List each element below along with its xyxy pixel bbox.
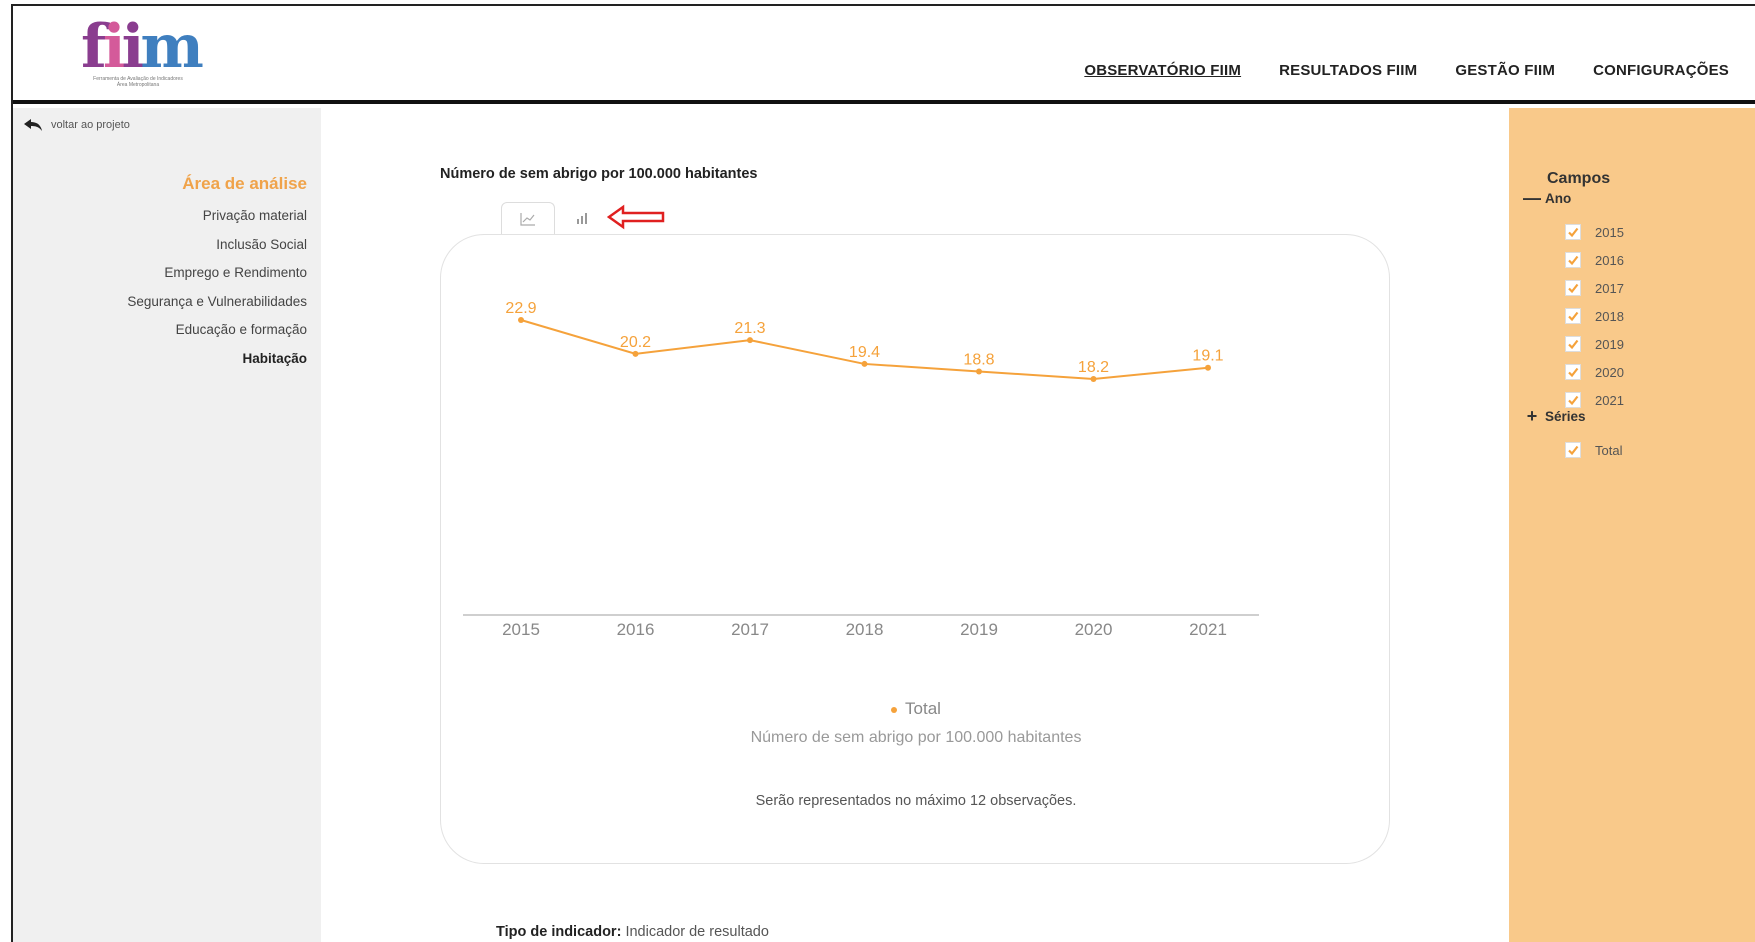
checkbox-checked-icon[interactable] (1565, 364, 1581, 380)
sidebar-item-inclusao[interactable]: Inclusão Social (216, 236, 307, 252)
back-link-label: voltar ao projeto (51, 119, 130, 131)
back-arrow-icon (24, 119, 42, 131)
data-point[interactable] (1090, 376, 1097, 382)
chart-title: Número de sem abrigo por 100.000 habitan… (440, 166, 758, 182)
header: fiim Ferramenta de Avaliação de Indicado… (13, 6, 1755, 104)
series-checklist: Total (1565, 436, 1622, 464)
indicator-type-value: Indicador de resultado (625, 924, 769, 940)
legend-label: Total (905, 699, 941, 718)
data-label: 21.3 (734, 320, 765, 337)
group-ano-toggle[interactable]: — Ano (1523, 188, 1571, 209)
chart-legend[interactable]: Total (441, 699, 1391, 719)
chart-caption: Número de sem abrigo por 100.000 habitan… (750, 729, 1082, 746)
checkbox-ano-2016[interactable]: 2016 (1565, 246, 1624, 274)
sidebar-item-emprego[interactable]: Emprego e Rendimento (164, 265, 307, 280)
group-series-label: Séries (1545, 409, 1586, 424)
data-point[interactable] (861, 360, 868, 367)
data-label: 19.1 (1192, 348, 1223, 365)
main-content: Número de sem abrigo por 100.000 habitan… (321, 108, 1509, 942)
data-point[interactable] (747, 337, 753, 344)
checkbox-ano-2019[interactable]: 2019 (1565, 330, 1624, 358)
group-ano-label: Ano (1545, 191, 1572, 206)
x-tick-label: 2020 (1075, 620, 1113, 639)
data-point[interactable] (632, 350, 639, 357)
area-menu: Privação material Inclusão Social Empreg… (127, 206, 307, 377)
data-point[interactable] (518, 317, 524, 323)
checkbox-checked-icon[interactable] (1565, 336, 1581, 352)
bar-chart-icon (577, 213, 587, 224)
indicator-type-label: Tipo de indicador: (496, 924, 622, 940)
checkbox-ano-2018[interactable]: 2018 (1565, 302, 1624, 330)
line-chart: 22.9 2015 20.2 2016 21.3 2017 19.4 2018 18.8 2019… (463, 300, 1259, 639)
data-label: 18.2 (1078, 359, 1109, 376)
checkbox-label: 2021 (1595, 392, 1624, 408)
nav-resultados[interactable]: RESULTADOS FIIM (1279, 62, 1418, 79)
indicator-type: Tipo de indicador: Indicador de resultad… (496, 924, 769, 940)
fields-panel: Campos — Ano 2015 2016 2017 2018 2019 2020 202… (1509, 108, 1755, 942)
checkbox-checked-icon[interactable] (1565, 308, 1581, 324)
red-arrow-annotation-icon (607, 204, 665, 230)
checkbox-checked-icon[interactable] (1565, 224, 1581, 240)
data-label: 20.2 (620, 334, 651, 351)
checkbox-ano-2020[interactable]: 2020 (1565, 358, 1624, 386)
checkbox-label: 2019 (1595, 336, 1624, 352)
left-sidebar: voltar ao projeto Área de análise Privaç… (13, 108, 321, 942)
x-tick-label: 2016 (617, 620, 655, 639)
checkbox-checked-icon[interactable] (1565, 442, 1581, 458)
chart-note: Serão representados no máximo 12 observa… (755, 793, 1077, 809)
checkbox-label: 2017 (1595, 280, 1624, 296)
chart-type-tabs (501, 202, 609, 234)
x-tick-label: 2018 (846, 620, 884, 639)
sidebar-item-seguranca[interactable]: Segurança e Vulnerabilidades (127, 293, 307, 309)
sidebar-item-educacao[interactable]: Educação e formação (175, 322, 307, 337)
checkbox-label: 2016 (1595, 252, 1624, 268)
checkbox-checked-icon[interactable] (1565, 252, 1581, 268)
data-point[interactable] (1205, 364, 1211, 371)
checkbox-label: 2015 (1595, 224, 1624, 240)
logo-subtitle: Ferramenta de Avaliação de Indicadores Á… (93, 76, 183, 88)
checkbox-ano-2015[interactable]: 2015 (1565, 218, 1624, 246)
nav-observatorio[interactable]: OBSERVATÓRIO FIIM (1084, 62, 1242, 79)
data-label: 18.8 (963, 351, 994, 368)
x-tick-label: 2019 (960, 620, 998, 639)
checkbox-label: 2018 (1595, 308, 1624, 324)
checkbox-checked-icon[interactable] (1565, 392, 1581, 408)
top-nav: OBSERVATÓRIO FIIM RESULTADOS FIIM GESTÃO… (1084, 62, 1729, 79)
back-link[interactable]: voltar ao projeto (23, 118, 130, 132)
tab-bar-chart[interactable] (555, 202, 609, 234)
x-tick-label: 2017 (731, 620, 769, 639)
ano-checklist: 2015 2016 2017 2018 2019 2020 2021 (1565, 218, 1624, 414)
nav-gestao[interactable]: GESTÃO FIIM (1455, 62, 1556, 79)
legend-dot-icon (891, 706, 898, 713)
x-tick-label: 2021 (1189, 620, 1227, 639)
expand-icon: + (1526, 406, 1538, 426)
checkbox-label: 2020 (1595, 364, 1624, 380)
data-point[interactable] (976, 368, 982, 375)
x-tick-label: 2015 (502, 620, 540, 639)
data-label: 19.4 (849, 344, 880, 361)
data-label: 22.9 (505, 300, 536, 317)
fiim-logo[interactable]: fiim Ferramenta de Avaliação de Indicado… (81, 12, 204, 88)
nav-configuracoes[interactable]: CONFIGURAÇÕES (1593, 62, 1729, 79)
checkbox-ano-2017[interactable]: 2017 (1565, 274, 1624, 302)
chart-card: 22.9 2015 20.2 2016 21.3 2017 19.4 2018 18.8 2019… (440, 234, 1390, 864)
fields-title: Campos (1547, 170, 1611, 187)
sidebar-item-habitacao[interactable]: Habitação (242, 350, 307, 366)
checkbox-checked-icon[interactable] (1565, 280, 1581, 296)
checkbox-label: Total (1595, 442, 1623, 458)
checkbox-serie-total[interactable]: Total (1565, 436, 1622, 464)
checkbox-ano-2021[interactable]: 2021 (1565, 386, 1624, 414)
sidebar-item-privacao[interactable]: Privação material (202, 208, 307, 223)
line-chart-icon (520, 212, 535, 226)
group-series-toggle[interactable]: + Séries (1523, 406, 1586, 427)
window-frame (11, 4, 1755, 942)
tab-line-chart[interactable] (501, 202, 555, 234)
area-title: Área de análise (182, 174, 307, 193)
collapse-icon: — (1523, 188, 1541, 208)
